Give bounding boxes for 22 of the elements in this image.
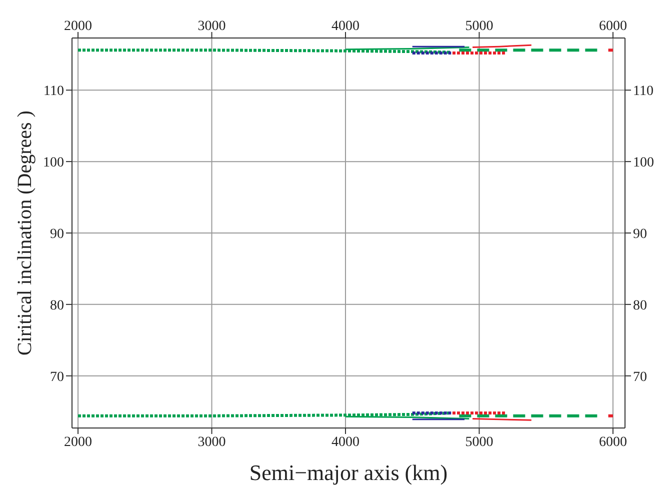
x-tick-label: 4000 [331, 19, 360, 34]
y-tick-label: 90 [50, 226, 64, 242]
x-tick-label: 3000 [198, 19, 226, 34]
x-tick-label: 5000 [465, 19, 494, 34]
x2-tick-label: 5000 [465, 434, 494, 450]
y2-tick-label: 100 [633, 156, 654, 171]
x2-tick-label: 3000 [198, 434, 226, 450]
y2-tick-label: 90 [633, 226, 647, 242]
y2-tick-label: 70 [633, 370, 647, 385]
x-axis-title: Semi−major axis (km) [249, 460, 448, 485]
x-tick-label: 6000 [598, 19, 627, 34]
y-tick-label: 100 [43, 156, 64, 171]
y-tick-label: 110 [44, 84, 64, 100]
x2-tick-label: 4000 [331, 434, 360, 450]
x2-tick-label: 2000 [64, 434, 92, 450]
x2-tick-label: 6000 [598, 434, 627, 450]
x-tick-label: 2000 [64, 19, 92, 34]
y-tick-label: 70 [50, 370, 64, 385]
y2-tick-label: 110 [633, 84, 654, 100]
y-axis-title: Ciritical inclination (Degrees ) [14, 110, 36, 356]
y2-tick-label: 80 [633, 298, 647, 314]
y-tick-label: 80 [50, 298, 64, 314]
